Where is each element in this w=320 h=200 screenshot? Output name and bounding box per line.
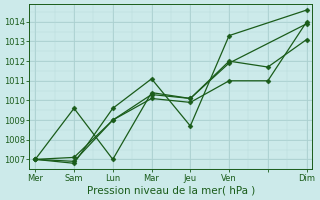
X-axis label: Pression niveau de la mer( hPa ): Pression niveau de la mer( hPa ) <box>87 186 255 196</box>
